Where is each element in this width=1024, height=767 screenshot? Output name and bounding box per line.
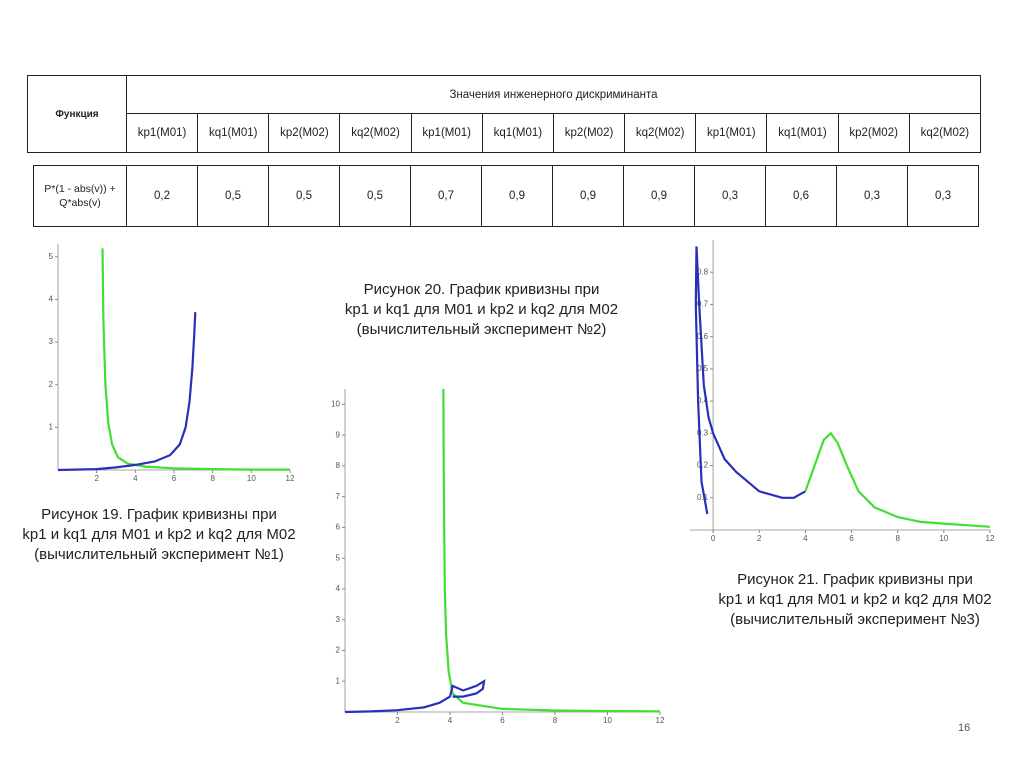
column-header: kp2(M02) bbox=[268, 113, 341, 153]
y-tick-label: 0.4 bbox=[697, 396, 709, 405]
y-tick-label: 0.2 bbox=[697, 461, 709, 470]
caption-line: kp1 и kq1 для M01 и kp2 и kq2 для M02 bbox=[22, 526, 296, 543]
x-tick-label: 8 bbox=[895, 534, 900, 543]
y-tick-label: 4 bbox=[336, 584, 341, 593]
y-tick-label: 1 bbox=[49, 422, 54, 431]
y-tick-label: 9 bbox=[336, 430, 341, 439]
y-tick-label: 3 bbox=[336, 615, 341, 624]
y-tick-label: 3 bbox=[49, 337, 54, 346]
curve bbox=[804, 431, 991, 528]
column-header: kq2(M02) bbox=[339, 113, 412, 153]
y-tick-label: 4 bbox=[49, 295, 54, 304]
column-header: kp2(M02) bbox=[552, 113, 626, 153]
caption-line: (вычислительный эксперимент №2) bbox=[356, 321, 607, 338]
caption-line: (вычислительный эксперимент №1) bbox=[34, 546, 284, 563]
y-tick-label: 0.6 bbox=[697, 332, 709, 341]
column-header: kq1(M01) bbox=[766, 113, 839, 153]
curve bbox=[57, 312, 197, 472]
column-header: kq2(M02) bbox=[908, 113, 982, 153]
y-tick-label: 2 bbox=[336, 646, 341, 655]
column-header: kq1(M01) bbox=[481, 113, 554, 153]
y-tick-label: 8 bbox=[336, 461, 341, 470]
value-cell: 0,3 bbox=[836, 165, 908, 227]
caption-line: Рисунок 20. График кривизны при bbox=[363, 281, 600, 298]
y-tick-label: 7 bbox=[336, 492, 341, 501]
y-tick-label: 0.1 bbox=[697, 493, 709, 502]
row-header: Функция bbox=[27, 75, 127, 153]
curve bbox=[694, 246, 806, 515]
value-cell: 0,7 bbox=[410, 165, 482, 227]
x-tick-label: 8 bbox=[210, 474, 215, 483]
x-tick-label: 12 bbox=[656, 716, 665, 725]
value-cell: 0,9 bbox=[481, 165, 553, 227]
value-cell: 0,9 bbox=[552, 165, 624, 227]
y-tick-label: 0.7 bbox=[697, 300, 709, 309]
x-tick-label: 6 bbox=[172, 474, 177, 483]
figure-caption: Рисунок 20. График кривизны при kp1 и kq1… bbox=[318, 280, 645, 340]
function-label: P*(1 - abs(v)) + Q*abs(v) bbox=[33, 165, 127, 227]
caption-line: Рисунок 19. График кривизны при bbox=[41, 506, 277, 523]
x-tick-label: 2 bbox=[94, 474, 99, 483]
x-tick-label: 0 bbox=[711, 534, 716, 543]
curve bbox=[344, 679, 486, 714]
caption-line: Рисунок 21. График кривизны при bbox=[737, 571, 973, 588]
x-tick-label: 12 bbox=[286, 474, 295, 483]
x-tick-label: 10 bbox=[603, 716, 612, 725]
curve bbox=[442, 388, 661, 713]
x-tick-label: 4 bbox=[133, 474, 138, 483]
value-cell: 0,2 bbox=[126, 165, 198, 227]
x-tick-label: 4 bbox=[448, 716, 453, 725]
x-tick-label: 4 bbox=[803, 534, 808, 543]
x-tick-label: 8 bbox=[553, 716, 558, 725]
column-header: kp1(M01) bbox=[695, 113, 768, 153]
values-table: P*(1 - abs(v)) + Q*abs(v) 0,2 0,5 0,5 0,5 0,7… bbox=[33, 165, 979, 227]
caption-line: (вычислительный эксперимент №3) bbox=[730, 611, 980, 628]
column-header: kq1(M01) bbox=[197, 113, 270, 153]
figure-caption: Рисунок 21. График кривизны при kp1 и kq1… bbox=[680, 570, 1024, 630]
page-number: 16 bbox=[958, 722, 971, 734]
value-cell: 0,3 bbox=[694, 165, 766, 227]
caption-line: kp1 и kq1 для M01 и kp2 и kq2 для M02 bbox=[344, 301, 619, 318]
y-tick-label: 6 bbox=[336, 523, 341, 532]
x-tick-label: 2 bbox=[757, 534, 762, 543]
value-cell: 0,6 bbox=[765, 165, 837, 227]
y-tick-label: 5 bbox=[336, 553, 341, 562]
x-tick-label: 6 bbox=[500, 716, 505, 725]
y-tick-label: 0.3 bbox=[697, 428, 709, 437]
x-tick-label: 6 bbox=[849, 534, 854, 543]
x-tick-label: 10 bbox=[939, 534, 948, 543]
figure-caption: Рисунок 19. График кривизны при kp1 и kq1… bbox=[0, 505, 318, 565]
value-cell: 0,3 bbox=[907, 165, 979, 227]
y-tick-label: 0.8 bbox=[697, 267, 709, 276]
y-tick-label: 5 bbox=[49, 252, 54, 261]
column-header: kq2(M02) bbox=[624, 113, 697, 153]
value-cell: 0,5 bbox=[197, 165, 269, 227]
x-tick-label: 12 bbox=[986, 534, 995, 543]
curve bbox=[101, 248, 290, 471]
y-tick-label: 10 bbox=[331, 399, 340, 408]
x-tick-label: 2 bbox=[395, 716, 400, 725]
caption-line: kp1 и kq1 для M01 и kp2 и kq2 для M02 bbox=[718, 591, 992, 608]
y-tick-label: 1 bbox=[336, 676, 341, 685]
x-tick-label: 10 bbox=[247, 474, 256, 483]
header-table: Функция Значения инженерного дискриминант… bbox=[27, 75, 982, 153]
column-header: kp1(M01) bbox=[410, 113, 483, 153]
y-tick-label: 2 bbox=[49, 380, 54, 389]
